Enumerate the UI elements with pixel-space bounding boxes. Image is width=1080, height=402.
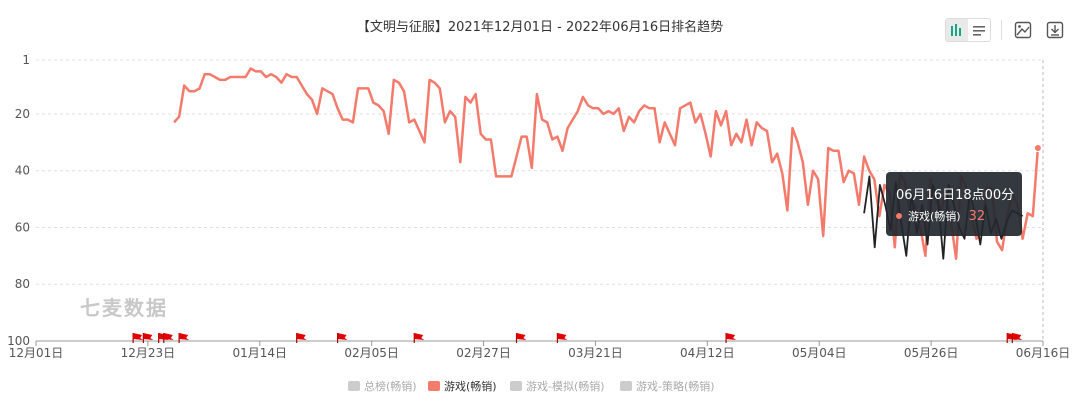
event-flag-icon[interactable] [163,333,174,343]
event-flag-icon[interactable] [132,333,144,343]
tooltip-title: 06月16日18点00分 [896,188,1015,203]
download-icon[interactable] [1044,19,1066,41]
event-flag-icon[interactable] [336,333,348,343]
y-tick-label: 100 [7,334,30,348]
x-tick-label: 05月26日 [904,346,959,360]
tooltip: 06月16日18点00分 游戏(畅销) 32 [886,172,1022,236]
legend-item[interactable]: 总榜(畅销) [364,379,417,393]
legend-swatch[interactable] [428,381,440,391]
tooltip-series: 游戏(畅销) [908,210,961,223]
legend-item[interactable]: 游戏-策略(畅销) [636,379,715,393]
view-toggle [945,18,991,42]
x-tick-label: 06月16日 [1016,346,1071,360]
y-tick-label: 80 [15,277,30,291]
legend-item[interactable]: 游戏-模拟(畅销) [526,379,605,393]
grid-lines [36,59,1044,341]
x-tick-label: 03月21日 [568,346,623,360]
y-tick-label: 60 [15,220,30,234]
event-flag-icon[interactable] [556,333,568,343]
event-flag-icon[interactable] [1011,333,1023,343]
legend-swatch[interactable] [510,381,522,391]
legend-swatch[interactable] [620,381,632,391]
x-tick-label: 12月23日 [121,346,176,360]
y-axis-ticks: 1 20 40 60 80 100 [7,53,30,348]
tooltip-row: 游戏(畅销) 32 [896,208,985,224]
y-tick-label: 40 [15,164,30,178]
legend-item[interactable]: 游戏(畅销) [444,379,497,393]
tooltip-value: 32 [968,208,986,224]
toolbar-divider [1001,20,1002,40]
event-flag-icon[interactable] [413,333,425,343]
event-flag-icon[interactable] [178,333,190,343]
y-tick-label: 20 [15,107,30,121]
series-point-highlight [1033,143,1042,152]
event-flag-icon[interactable] [725,333,737,343]
series-line-game-grossing [173,67,1040,260]
list-icon[interactable] [968,19,990,41]
event-flag-icon[interactable] [515,333,527,343]
image-download-icon[interactable] [1012,19,1034,41]
x-axis: 12月01日 12月23日 01月14日 02月05日 02月27日 03月21日 04月1… [9,340,1071,360]
event-flags [132,333,1023,343]
y-tick-label: 1 [22,53,30,67]
x-tick-label: 12月01日 [9,346,64,360]
x-tick-label: 02月05日 [344,346,399,360]
watermark: 七麦数据 [80,296,168,320]
legend-swatch[interactable] [348,381,360,391]
x-tick-label: 05月04日 [792,346,847,360]
event-flag-icon[interactable] [142,333,154,343]
x-tick-label: 04月12日 [680,346,735,360]
x-tick-label: 02月27日 [456,346,511,360]
chart-toolbar [945,18,1066,42]
x-tick-label: 01月14日 [233,346,288,360]
tooltip-dot-icon [896,213,902,219]
legend[interactable]: 总榜(畅销) 游戏(畅销) 游戏-模拟(畅销) 游戏-策略(畅销) [348,379,715,393]
bar-chart-icon[interactable] [946,19,968,41]
chart-title: 【文明与征服】2021年12月01日 - 2022年06月16日排名趋势 [357,19,723,35]
event-flag-icon[interactable] [296,333,307,343]
